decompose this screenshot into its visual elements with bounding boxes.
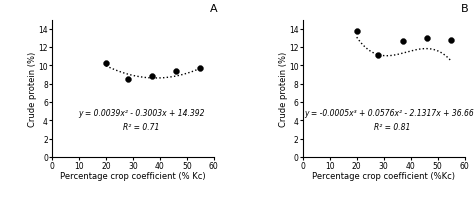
Text: A: A: [210, 4, 218, 14]
Point: [399, 41, 406, 44]
Text: y = 0.0039x² - 0.3003x + 14.392: y = 0.0039x² - 0.3003x + 14.392: [78, 109, 204, 118]
Point: [447, 39, 455, 42]
Point: [353, 31, 361, 34]
Text: B: B: [461, 4, 468, 14]
Text: R² = 0.81: R² = 0.81: [374, 123, 410, 132]
Point: [124, 78, 131, 81]
Y-axis label: Crude protein (%): Crude protein (%): [279, 51, 288, 126]
Point: [197, 67, 204, 70]
Point: [148, 75, 155, 79]
Text: R² = 0.71: R² = 0.71: [123, 123, 159, 132]
Point: [423, 37, 430, 40]
X-axis label: Percentage crop coefficient (% Kc): Percentage crop coefficient (% Kc): [60, 172, 206, 181]
X-axis label: Percentage crop coefficient (%Kc): Percentage crop coefficient (%Kc): [312, 172, 455, 181]
Text: y = -0.0005x³ + 0.0576x² - 2.1317x + 36.668: y = -0.0005x³ + 0.0576x² - 2.1317x + 36.…: [304, 109, 474, 118]
Point: [374, 54, 382, 58]
Point: [102, 62, 110, 65]
Point: [173, 70, 180, 73]
Y-axis label: Crude protein (%): Crude protein (%): [28, 51, 37, 126]
